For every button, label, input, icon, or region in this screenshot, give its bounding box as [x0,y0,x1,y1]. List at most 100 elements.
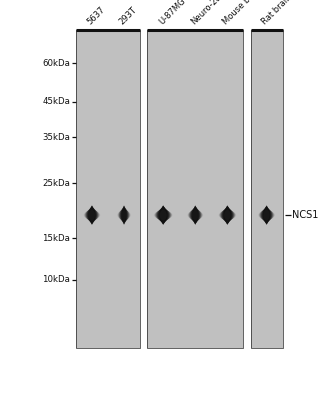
Ellipse shape [224,207,231,223]
Ellipse shape [219,211,236,219]
Ellipse shape [121,210,127,220]
Ellipse shape [193,207,198,224]
Ellipse shape [122,206,126,224]
Ellipse shape [191,208,200,222]
Ellipse shape [158,208,169,222]
Ellipse shape [122,207,126,224]
Ellipse shape [85,210,99,220]
Bar [147,30,244,348]
Ellipse shape [190,209,201,221]
Ellipse shape [154,210,172,220]
Ellipse shape [223,208,232,223]
Ellipse shape [220,210,235,220]
Ellipse shape [119,210,130,220]
Ellipse shape [189,210,202,220]
Ellipse shape [157,209,170,221]
Ellipse shape [222,209,233,221]
Text: 293T: 293T [118,6,139,27]
Text: 35kDa: 35kDa [42,133,70,142]
Ellipse shape [265,206,268,224]
Text: 60kDa: 60kDa [42,59,70,68]
Ellipse shape [86,209,98,221]
Ellipse shape [89,210,95,220]
Ellipse shape [159,208,168,223]
Ellipse shape [158,208,168,222]
Ellipse shape [191,208,200,222]
Text: Neuro-2a: Neuro-2a [189,0,223,27]
Text: Mouse brain: Mouse brain [221,0,264,27]
Ellipse shape [121,208,127,223]
Bar [76,30,140,348]
Text: Rat brain: Rat brain [260,0,294,27]
Ellipse shape [263,208,271,223]
Ellipse shape [224,210,231,220]
Ellipse shape [190,209,201,221]
Ellipse shape [154,211,172,219]
Bar [147,30,244,348]
Ellipse shape [120,208,128,222]
Ellipse shape [84,211,100,219]
Ellipse shape [88,208,96,223]
Ellipse shape [120,208,128,222]
Ellipse shape [88,208,97,222]
Ellipse shape [156,210,171,220]
Ellipse shape [119,209,129,221]
Ellipse shape [226,206,229,225]
Ellipse shape [162,206,165,225]
Ellipse shape [225,206,230,224]
Ellipse shape [225,206,229,224]
Ellipse shape [224,207,231,224]
Ellipse shape [192,207,199,223]
Bar [251,30,283,348]
Ellipse shape [118,210,130,220]
Ellipse shape [155,210,172,220]
Ellipse shape [160,210,167,220]
Text: NCS1: NCS1 [292,210,319,220]
Ellipse shape [118,210,130,220]
Ellipse shape [161,206,165,224]
Text: 45kDa: 45kDa [42,97,70,106]
Ellipse shape [85,210,99,220]
Ellipse shape [220,210,234,220]
Ellipse shape [264,210,270,220]
Ellipse shape [262,208,271,222]
Ellipse shape [265,206,268,225]
Text: U-87MG: U-87MG [157,0,187,27]
Ellipse shape [219,210,235,220]
Ellipse shape [86,209,98,221]
Text: 10kDa: 10kDa [42,275,70,284]
Ellipse shape [160,207,167,224]
Ellipse shape [259,210,274,220]
Ellipse shape [264,206,269,224]
Ellipse shape [194,206,197,225]
Ellipse shape [259,210,274,220]
Ellipse shape [262,208,272,222]
Ellipse shape [223,208,232,222]
Bar [251,30,283,348]
Ellipse shape [156,209,170,221]
Ellipse shape [193,206,198,224]
Text: 15kDa: 15kDa [42,234,70,243]
Ellipse shape [120,209,129,221]
Ellipse shape [263,207,270,223]
Ellipse shape [123,206,125,225]
Ellipse shape [193,210,198,220]
Ellipse shape [87,208,97,222]
Text: 25kDa: 25kDa [42,179,70,188]
Ellipse shape [192,208,199,223]
Ellipse shape [89,206,94,224]
Bar [76,30,140,348]
Ellipse shape [159,207,167,223]
Ellipse shape [161,206,166,224]
Ellipse shape [122,206,126,224]
Ellipse shape [258,211,275,219]
Ellipse shape [188,210,202,220]
Ellipse shape [260,210,273,220]
Ellipse shape [90,206,94,224]
Ellipse shape [221,209,234,221]
Ellipse shape [264,207,269,224]
Ellipse shape [91,206,93,225]
Ellipse shape [261,209,272,221]
Ellipse shape [84,210,100,220]
Ellipse shape [188,210,203,220]
